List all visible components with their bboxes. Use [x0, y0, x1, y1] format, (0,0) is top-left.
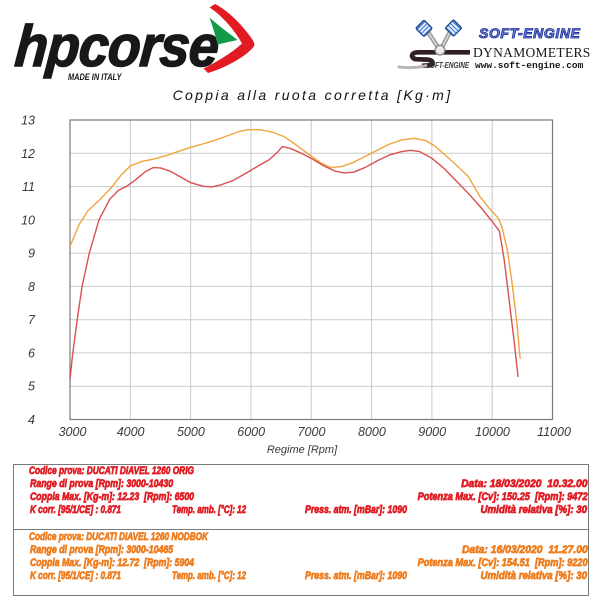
svg-text:10: 10: [21, 213, 35, 227]
svg-text:12: 12: [21, 147, 35, 161]
svg-text:13: 13: [21, 114, 35, 128]
svg-text:8000: 8000: [358, 425, 386, 439]
svg-text:7: 7: [28, 313, 36, 327]
svg-text:11: 11: [22, 180, 35, 194]
svg-text:11000: 11000: [537, 425, 571, 439]
svg-text:4000: 4000: [117, 425, 145, 439]
svg-text:5000: 5000: [177, 425, 205, 439]
svg-text:9000: 9000: [418, 425, 446, 439]
svg-text:4: 4: [28, 413, 35, 427]
svg-text:6: 6: [28, 346, 35, 360]
svg-text:8: 8: [28, 280, 35, 294]
svg-text:6000: 6000: [237, 425, 265, 439]
svg-text:Regime [Rpm]: Regime [Rpm]: [267, 444, 338, 456]
svg-text:5: 5: [28, 380, 35, 394]
svg-text:3000: 3000: [59, 425, 87, 439]
svg-text:9: 9: [28, 247, 35, 261]
svg-text:10000: 10000: [475, 425, 510, 439]
svg-text:7000: 7000: [298, 425, 326, 439]
